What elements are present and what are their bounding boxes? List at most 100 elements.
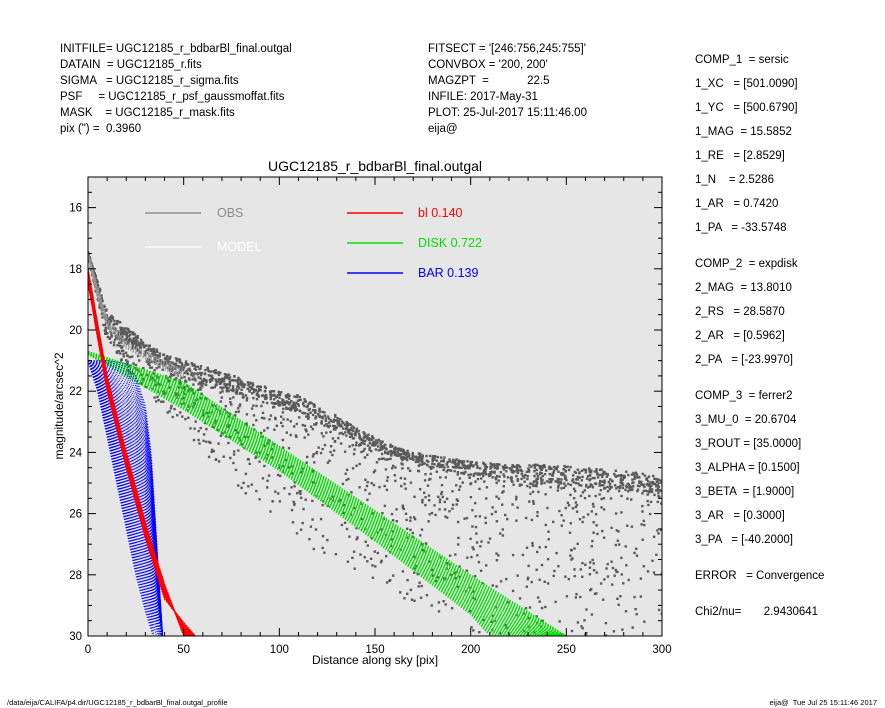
obs-point (127, 340, 130, 343)
obs-point (454, 466, 458, 469)
obs-point (621, 486, 624, 490)
obs-point (188, 367, 191, 370)
obs-point (418, 581, 421, 584)
obs-point (385, 581, 389, 584)
obs-point (526, 578, 529, 581)
obs-point (506, 476, 510, 479)
obs-point (374, 439, 378, 442)
obs-point (422, 549, 425, 552)
obs-point (287, 407, 290, 410)
obs-point (417, 469, 421, 473)
obs-point (557, 470, 560, 473)
obs-point (543, 580, 546, 583)
obs-point (386, 458, 390, 461)
obs-point (457, 462, 461, 465)
obs-point (139, 338, 143, 342)
obs-point (155, 400, 158, 403)
obs-point (511, 503, 514, 506)
obs-point (322, 435, 325, 438)
obs-point (606, 485, 609, 489)
obs-point (472, 548, 475, 551)
obs-point (136, 343, 139, 346)
obs-point (495, 481, 498, 485)
obs-point (212, 450, 215, 453)
obs-point (162, 400, 165, 403)
obs-point (109, 341, 113, 344)
obs-point (108, 319, 111, 322)
fit-parameter-line: 1_AR = 0.7420 (695, 198, 779, 210)
obs-point (619, 479, 622, 482)
obs-point (446, 469, 450, 472)
obs-point (364, 434, 368, 437)
obs-point (221, 390, 224, 393)
obs-point (430, 511, 434, 515)
obs-point (621, 478, 624, 481)
obs-point (288, 492, 291, 496)
obs-point (467, 473, 470, 477)
obs-point (581, 491, 585, 494)
obs-point (136, 336, 140, 339)
obs-point (616, 597, 619, 600)
obs-point (305, 461, 308, 464)
obs-point (317, 412, 320, 416)
obs-point (326, 415, 330, 418)
obs-point (308, 538, 311, 541)
obs-point (219, 400, 222, 403)
obs-point (592, 569, 596, 572)
obs-point (438, 498, 442, 501)
obs-point (578, 476, 581, 479)
obs-point (588, 469, 591, 472)
obs-point (318, 415, 322, 419)
obs-point (577, 482, 580, 485)
obs-point (153, 379, 157, 382)
obs-point (419, 534, 422, 537)
obs-point (290, 508, 294, 512)
obs-point (656, 478, 659, 481)
header-line: FITSECT = '[246:756,245:755]' (428, 43, 586, 55)
obs-point (135, 341, 138, 345)
obs-point (589, 483, 592, 486)
obs-point (248, 385, 251, 389)
obs-point (102, 323, 105, 327)
obs-point (607, 480, 610, 484)
obs-point (239, 391, 242, 395)
obs-point (219, 386, 222, 389)
obs-point (216, 371, 219, 374)
obs-point (616, 539, 619, 542)
obs-point (591, 558, 594, 562)
obs-point (526, 475, 529, 478)
obs-point (366, 453, 369, 456)
obs-point (425, 594, 429, 597)
obs-point (225, 411, 228, 414)
obs-point (471, 509, 474, 512)
obs-point (518, 484, 522, 487)
obs-point (278, 393, 281, 396)
obs-point (236, 431, 239, 434)
obs-point (350, 434, 354, 437)
footer-path: /data/eija/CALIFA/p4.dir/UGC12185_r_bdba… (7, 698, 228, 707)
obs-point (245, 399, 248, 402)
obs-point (431, 458, 434, 461)
obs-point (234, 379, 238, 382)
obs-point (371, 435, 374, 438)
fit-parameter-line: Chi2/nu= 2.9430641 (695, 606, 819, 618)
obs-point (121, 327, 124, 330)
obs-point (598, 484, 601, 487)
obs-point (358, 436, 361, 440)
obs-point (307, 413, 310, 417)
obs-point (266, 479, 269, 482)
obs-point (347, 477, 350, 481)
obs-point (631, 626, 634, 629)
obs-point (582, 516, 585, 519)
obs-point (176, 414, 179, 417)
obs-point (396, 450, 399, 454)
obs-point (250, 407, 254, 410)
obs-point (362, 436, 365, 439)
obs-point (344, 423, 348, 426)
obs-point (165, 356, 168, 360)
obs-point (532, 484, 535, 487)
obs-point (307, 417, 310, 420)
obs-point (294, 409, 297, 412)
obs-point (118, 344, 122, 348)
obs-point (590, 484, 594, 487)
